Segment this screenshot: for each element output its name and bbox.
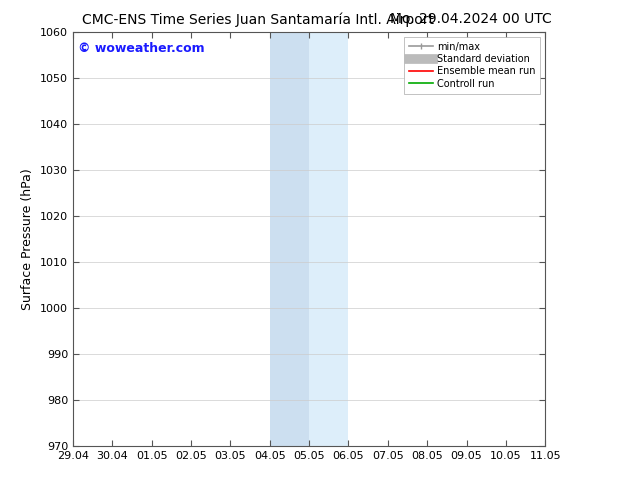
Legend: min/max, Standard deviation, Ensemble mean run, Controll run: min/max, Standard deviation, Ensemble me… [404,37,540,94]
Bar [269,32,309,446]
Text: Mo. 29.04.2024 00 UTC: Mo. 29.04.2024 00 UTC [390,12,552,26]
Y-axis label: Surface Pressure (hPa): Surface Pressure (hPa) [22,168,34,310]
Text: © woweather.com: © woweather.com [77,42,204,55]
Bar [309,32,349,446]
Text: CMC-ENS Time Series Juan Santamaría Intl. Airport: CMC-ENS Time Series Juan Santamaría Intl… [82,12,434,27]
